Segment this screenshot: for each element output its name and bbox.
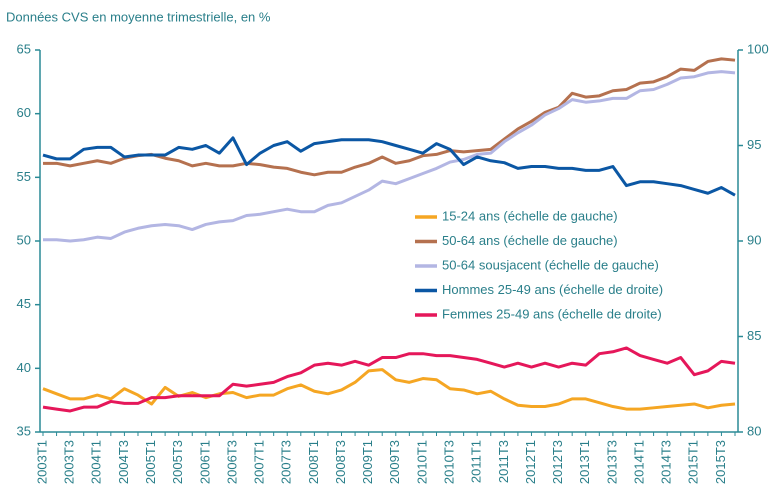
x-tick-label: 2012T1	[523, 440, 538, 484]
x-tick-label: 2012T3	[550, 440, 565, 484]
legend-label: 50-64 sousjacent (échelle de gauche)	[442, 257, 659, 272]
x-tick-label: 2005T1	[143, 440, 158, 484]
x-tick-label: 2008T1	[306, 440, 321, 484]
chart-subtitle: Données CVS en moyenne trimestrielle, en…	[6, 9, 271, 24]
x-tick-label: 2008T3	[333, 440, 348, 484]
y-tick-label: 35	[17, 423, 31, 438]
series-line	[43, 70, 736, 243]
y2-tick-label: 100	[747, 41, 769, 56]
y2-tick-label: 85	[747, 328, 761, 343]
series-line	[42, 368, 736, 411]
y2-tick-label: 90	[747, 232, 761, 247]
x-tick-label: 2003T3	[62, 440, 77, 484]
series-line	[43, 57, 736, 177]
series-line	[42, 136, 736, 197]
x-tick-label: 2010T1	[414, 440, 429, 484]
x-tick-label: 2013T1	[577, 440, 592, 484]
x-tick-label: 2006T3	[224, 440, 239, 484]
y-tick-label: 50	[17, 232, 31, 247]
x-tick-label: 2013T3	[604, 440, 619, 484]
y2-tick-label: 80	[747, 423, 761, 438]
legend-label: Femmes 25-49 ans (échelle de droite)	[442, 306, 662, 321]
x-tick-label: 2004T1	[89, 440, 104, 484]
series-line	[42, 346, 736, 413]
x-tick-label: 2003T1	[34, 440, 49, 484]
x-tick-label: 2005T3	[170, 440, 185, 484]
legend-label: 15-24 ans (échelle de gauche)	[442, 208, 618, 223]
y2-tick-label: 95	[747, 137, 761, 152]
x-tick-label: 2014T1	[631, 440, 646, 484]
x-tick-label: 2006T1	[197, 440, 212, 484]
legend-label: Hommes 25-49 ans (échelle de droite)	[442, 282, 663, 297]
x-tick-label: 2009T1	[360, 440, 375, 484]
x-tick-label: 2007T3	[279, 440, 294, 484]
x-tick-label: 2015T1	[686, 440, 701, 484]
x-tick-label: 2011T3	[496, 440, 511, 483]
x-tick-label: 2011T1	[469, 440, 484, 483]
y-tick-label: 60	[17, 105, 31, 120]
y-tick-label: 40	[17, 360, 31, 375]
y-tick-label: 65	[17, 41, 31, 56]
x-tick-label: 2009T3	[387, 440, 402, 484]
x-tick-label: 2015T3	[713, 440, 728, 484]
x-tick-label: 2004T3	[116, 440, 131, 484]
x-tick-label: 2014T3	[659, 440, 674, 484]
legend-label: 50-64 ans (échelle de gauche)	[442, 233, 618, 248]
x-tick-label: 2007T1	[252, 440, 267, 484]
y-tick-label: 55	[17, 169, 31, 184]
x-tick-label: 2010T3	[441, 440, 456, 484]
y-tick-label: 45	[17, 296, 31, 311]
